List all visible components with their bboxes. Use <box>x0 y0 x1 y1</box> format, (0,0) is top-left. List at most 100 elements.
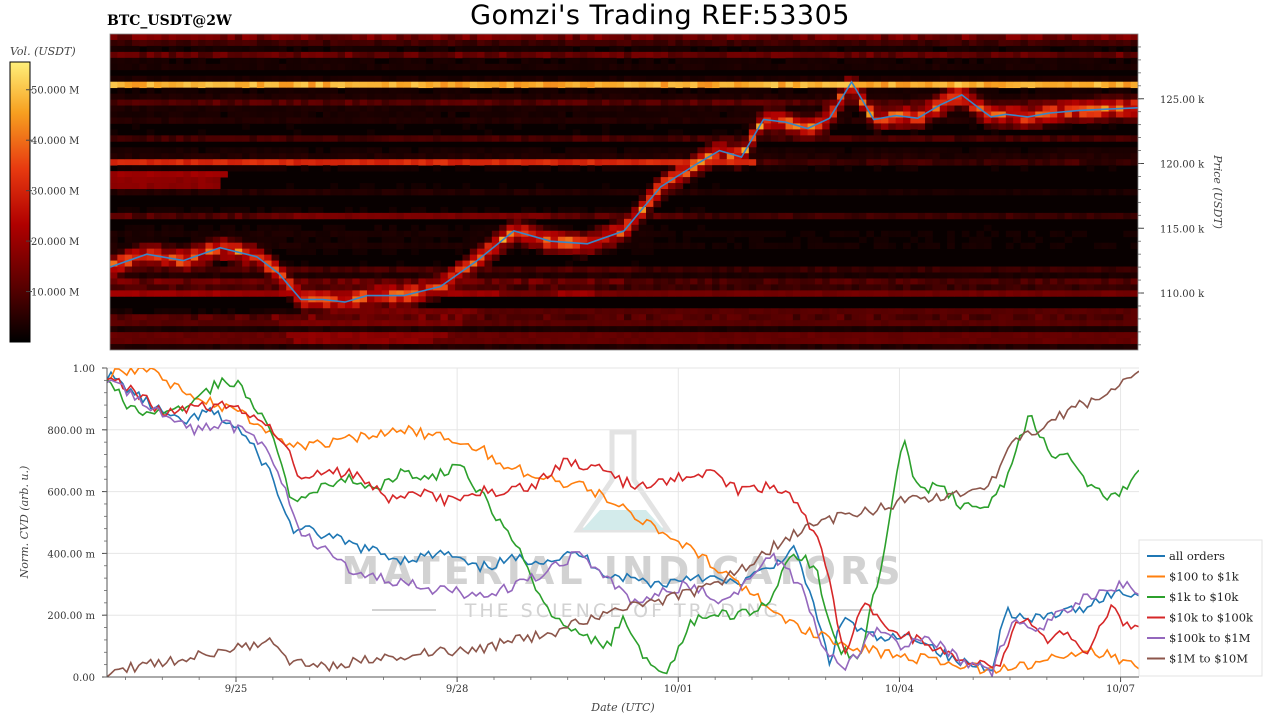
heatmap-cell <box>800 45 808 53</box>
heatmap-cell <box>844 344 853 350</box>
heatmap-cell <box>168 159 177 166</box>
heatmap-cell <box>675 34 684 41</box>
heatmap-cell <box>337 314 346 321</box>
heatmap-cell <box>234 63 243 71</box>
heatmap-cell <box>521 272 529 279</box>
heatmap-cell <box>697 34 706 41</box>
heatmap-cell <box>139 236 148 244</box>
heatmap-cell <box>293 278 302 285</box>
heatmap-cell <box>425 326 434 333</box>
heatmap-cell <box>146 326 155 333</box>
heatmap-cell <box>176 338 184 345</box>
heatmap-cell <box>278 189 287 196</box>
heatmap-cell <box>425 153 434 160</box>
heatmap-cell <box>499 45 507 53</box>
heatmap-cell <box>572 165 581 172</box>
heatmap-cell <box>712 212 720 220</box>
heatmap-cell <box>829 290 838 297</box>
heatmap-cell <box>528 57 537 65</box>
heatmap-cell <box>668 111 676 118</box>
heatmap-cell <box>403 111 412 118</box>
heatmap-cell <box>198 105 206 112</box>
heatmap-cell <box>631 93 640 100</box>
heatmap-cell <box>205 344 214 350</box>
heatmap-cell <box>286 272 294 279</box>
heatmap-cell <box>242 165 250 172</box>
heatmap-cell <box>601 266 610 273</box>
heatmap-cell <box>609 218 618 226</box>
heatmap-cell <box>521 218 529 226</box>
heatmap-cell <box>579 87 588 95</box>
heatmap-cell <box>646 87 654 95</box>
heatmap-cell <box>638 218 647 226</box>
heatmap-cell <box>543 344 551 350</box>
heatmap-cell <box>903 123 911 130</box>
heatmap-cell <box>1005 81 1014 89</box>
heatmap-cell <box>1035 326 1043 333</box>
heatmap-cell <box>300 284 309 291</box>
heatmap-cell <box>190 81 199 89</box>
heatmap-cell <box>675 344 684 350</box>
heatmap-cell <box>888 278 897 285</box>
heatmap-cell <box>403 75 412 83</box>
heatmap-cell <box>154 338 162 345</box>
heatmap-cell <box>110 314 118 321</box>
heatmap-cell <box>682 57 691 65</box>
heatmap-cell <box>550 57 559 65</box>
heatmap-cell <box>484 117 493 124</box>
heatmap-cell <box>278 75 287 83</box>
heatmap-cell <box>418 75 427 83</box>
heatmap-cell <box>917 63 926 71</box>
heatmap-cell <box>947 338 955 345</box>
heatmap-cell <box>969 105 977 112</box>
heatmap-cell <box>132 153 140 160</box>
heatmap-cell <box>1027 75 1036 83</box>
heatmap-cell <box>778 159 786 166</box>
heatmap-cell <box>785 111 794 118</box>
heatmap-cell <box>205 189 214 196</box>
heatmap-cell <box>411 212 419 220</box>
heatmap-cell <box>881 105 889 112</box>
heatmap-cell <box>117 189 126 196</box>
heatmap-cell <box>741 290 750 297</box>
heatmap-cell <box>1049 272 1058 279</box>
heatmap-cell <box>117 314 126 321</box>
heatmap-cell <box>117 230 126 238</box>
heatmap-cell <box>528 34 537 41</box>
heatmap-cell <box>139 224 148 232</box>
heatmap-cell <box>521 45 529 53</box>
heatmap-cell <box>800 326 808 333</box>
heatmap-cell <box>565 93 573 100</box>
heatmap-cell <box>132 284 140 291</box>
heatmap-cell <box>205 224 214 232</box>
heatmap-cell <box>337 236 346 244</box>
heatmap-cell <box>888 123 897 130</box>
heatmap-cell <box>616 117 625 124</box>
heatmap-cell <box>117 165 126 172</box>
heatmap-cell <box>293 272 302 279</box>
heatmap-cell <box>337 332 346 339</box>
heatmap-cell <box>1064 75 1073 83</box>
heatmap-cell <box>117 63 126 71</box>
heatmap-cell <box>381 39 390 47</box>
heatmap-cell <box>359 314 368 321</box>
heatmap-cell <box>381 99 390 106</box>
heatmap-cell <box>359 320 368 327</box>
heatmap-cell <box>242 260 250 267</box>
heatmap-cell <box>1042 266 1051 273</box>
heatmap-cell <box>543 284 551 291</box>
heatmap-cell <box>712 63 720 71</box>
heatmap-cell <box>557 224 566 232</box>
heatmap-cell <box>719 314 728 321</box>
heatmap-cell <box>976 266 985 273</box>
heatmap-cell <box>770 344 779 350</box>
heatmap-cell <box>1035 308 1043 315</box>
heatmap-cell <box>917 45 926 53</box>
heatmap-cell <box>616 206 625 214</box>
heatmap-cell <box>212 159 221 166</box>
heatmap-cell <box>947 39 955 47</box>
heatmap-cell <box>154 135 162 142</box>
heatmap-cell <box>389 45 397 53</box>
heatmap-cell <box>154 183 162 190</box>
heatmap-cell <box>947 93 955 100</box>
